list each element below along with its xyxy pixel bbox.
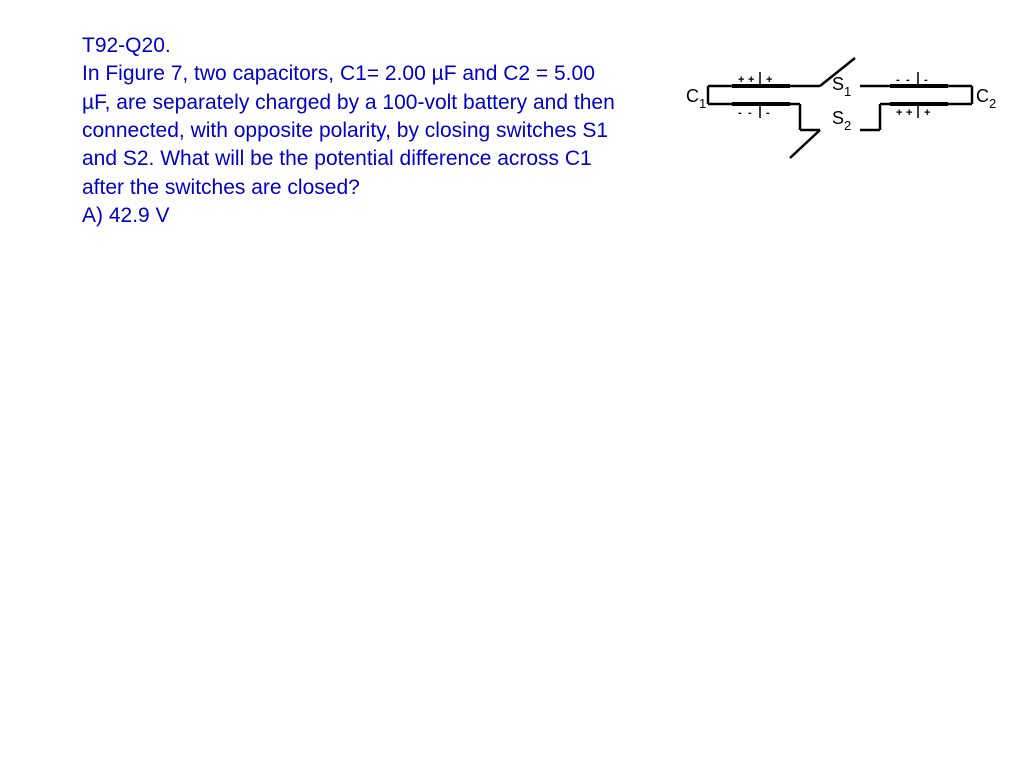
svg-text:+: + [766, 74, 772, 86]
label-c1: C1 [686, 86, 706, 111]
svg-text:-: - [896, 74, 900, 86]
svg-text:+: + [896, 107, 902, 119]
svg-text:-: - [906, 74, 910, 86]
svg-text:+: + [748, 74, 754, 86]
label-c2: C2 [976, 86, 996, 111]
question-block: T92-Q20. In Figure 7, two capacitors, C1… [82, 32, 622, 230]
question-body: In Figure 7, two capacitors, C1= 2.00 µF… [82, 60, 622, 202]
svg-text:-: - [766, 107, 770, 119]
svg-text:+: + [738, 74, 744, 86]
label-s1: S1 [832, 74, 851, 99]
question-id: T92-Q20. [82, 32, 622, 60]
svg-text:+: + [924, 107, 930, 119]
svg-text:-: - [924, 74, 928, 86]
label-s2: S2 [832, 108, 851, 133]
circuit-diagram: + + + - - - - - [680, 50, 1000, 170]
question-answer: A) 42.9 V [82, 202, 622, 230]
svg-text:+: + [906, 107, 912, 119]
svg-text:-: - [738, 107, 742, 119]
svg-text:-: - [748, 107, 752, 119]
